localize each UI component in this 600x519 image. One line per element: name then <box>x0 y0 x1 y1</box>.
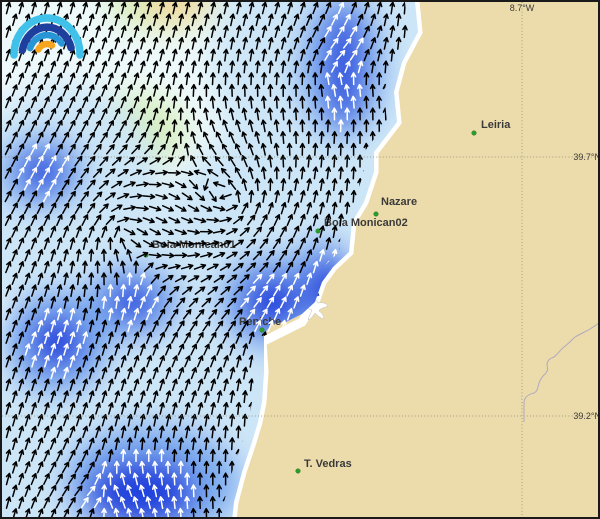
svg-text:39.7°N: 39.7°N <box>573 152 600 162</box>
svg-text:39.2°N: 39.2°N <box>573 411 600 421</box>
svg-text:8.7°W: 8.7°W <box>510 3 535 13</box>
